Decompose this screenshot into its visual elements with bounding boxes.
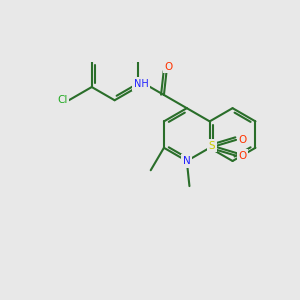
Text: O: O bbox=[238, 151, 247, 161]
Text: Cl: Cl bbox=[57, 95, 68, 105]
Text: NH: NH bbox=[134, 79, 148, 89]
Text: N: N bbox=[183, 156, 191, 166]
Text: S: S bbox=[208, 141, 215, 151]
Text: O: O bbox=[165, 62, 173, 72]
Text: O: O bbox=[238, 135, 247, 145]
